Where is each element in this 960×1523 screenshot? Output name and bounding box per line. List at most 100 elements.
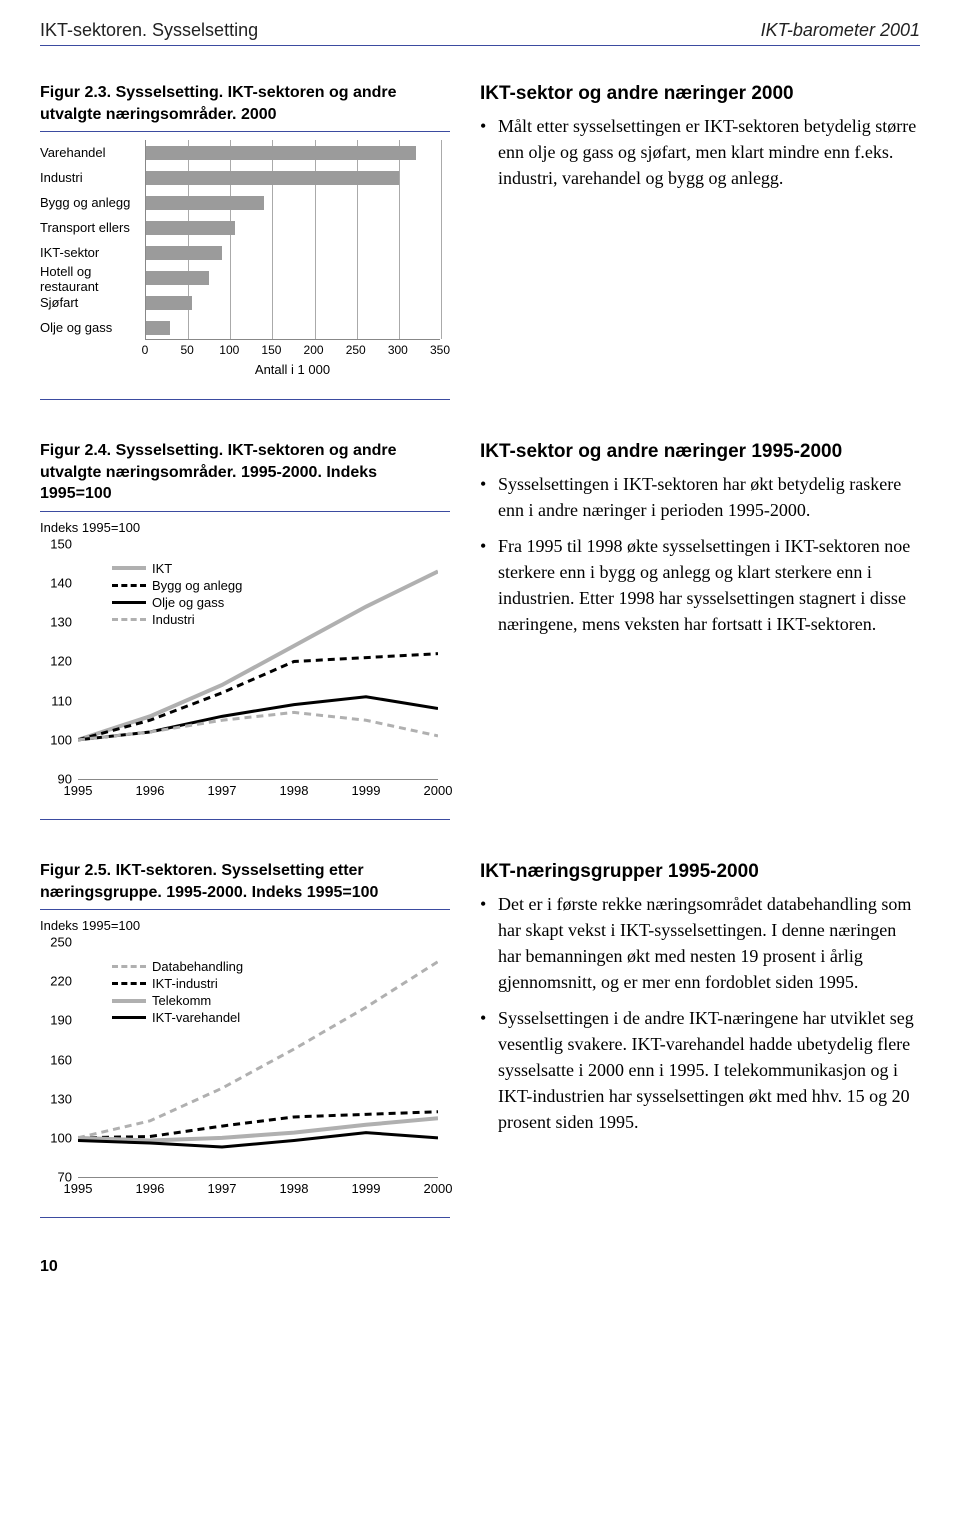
fig23-gridline (399, 140, 400, 339)
fig24-legend-label: Olje og gass (152, 595, 224, 610)
fig25-xtick: 1999 (352, 1181, 381, 1196)
fig24-legend: IKT Bygg og anlegg Olje og gass Industri (112, 560, 242, 628)
fig24-ytick: 100 (40, 732, 72, 747)
fig23-bar (146, 296, 192, 310)
bullet-dot: • (480, 471, 498, 523)
bullet-text: Fra 1995 til 1998 økte sysselsettingen i… (498, 533, 920, 637)
fig24-ytick: 110 (40, 693, 72, 708)
fig23-bar (146, 146, 416, 160)
fig25-legend-item: Databehandling (112, 958, 243, 975)
fig24-legend-item: Olje og gass (112, 594, 242, 611)
fig24-ytick: 120 (40, 654, 72, 669)
bullet-dot: • (480, 891, 498, 995)
fig24-ytick: 140 (40, 576, 72, 591)
fig24-legend-label: IKT (152, 561, 172, 576)
fig23-gridline (441, 140, 442, 339)
bullet-item: •Sysselsettingen i IKT-sektoren har økt … (480, 471, 920, 523)
bullet-text: Målt etter sysselsettingen er IKT-sektor… (498, 113, 920, 191)
fig25-xtick: 1995 (64, 1181, 93, 1196)
fig23-bar (146, 171, 399, 185)
fig25-xtick: 1998 (280, 1181, 309, 1196)
fig25-legend-label: Telekomm (152, 993, 211, 1008)
fig25-xtick: 2000 (424, 1181, 453, 1196)
fig23-xtick: 100 (219, 343, 239, 357)
fig24-xtick: 1998 (280, 783, 309, 798)
text-25: IKT-næringsgrupper 1995-2000 •Det er i f… (480, 860, 920, 1218)
fig23-xtick: 200 (304, 343, 324, 357)
fig23-category-label: Industri (40, 171, 140, 186)
fig24-ytick: 150 (40, 536, 72, 551)
bullet-dot: • (480, 1005, 498, 1135)
bullet-text: Sysselsettingen i IKT-sektoren har økt b… (498, 471, 920, 523)
fig24-ylabel: Indeks 1995=100 (40, 520, 450, 535)
fig23-category-label: IKT-sektor (40, 246, 140, 261)
fig23-category-label: Sjøfart (40, 296, 140, 311)
fig23-bar (146, 221, 235, 235)
fig25-ytick: 190 (40, 1013, 72, 1028)
fig24-legend-item: Industri (112, 611, 242, 628)
fig24-xtick: 2000 (424, 783, 453, 798)
fig23-bar (146, 321, 170, 335)
fig24-legend-swatch (112, 618, 146, 621)
fig23-title: Figur 2.3. Sysselsetting. IKT-sektoren o… (40, 82, 450, 132)
section-23: Figur 2.3. Sysselsetting. IKT-sektoren o… (40, 82, 920, 400)
fig24-title: Figur 2.4. Sysselsetting. IKT-sektoren o… (40, 440, 450, 512)
fig25-xtick: 1996 (136, 1181, 165, 1196)
fig25-legend-label: IKT-industri (152, 976, 218, 991)
bullet-item: •Målt etter sysselsettingen er IKT-sekto… (480, 113, 920, 191)
fig25-legend-label: Databehandling (152, 959, 243, 974)
fig24-legend-label: Industri (152, 612, 195, 627)
fig24-legend-swatch (112, 584, 146, 587)
fig24-ytick: 130 (40, 615, 72, 630)
bullet-dot: • (480, 533, 498, 637)
fig23-bar (146, 271, 209, 285)
fig23-xtick: 150 (261, 343, 281, 357)
header-report-title: IKT-barometer 2001 (761, 20, 920, 41)
text24-bullets: •Sysselsettingen i IKT-sektoren har økt … (480, 471, 920, 638)
bullet-item: •Fra 1995 til 1998 økte sysselsettingen … (480, 533, 920, 637)
fig25-legend-label: IKT-varehandel (152, 1010, 240, 1025)
bullet-text: Det er i første rekke næringsområdet dat… (498, 891, 920, 995)
text24-heading: IKT-sektor og andre næringer 1995-2000 (480, 440, 920, 465)
text25-bullets: •Det er i første rekke næringsområdet da… (480, 891, 920, 1136)
bullet-dot: • (480, 113, 498, 191)
bullet-item: •Det er i første rekke næringsområdet da… (480, 891, 920, 995)
fig24-legend-label: Bygg og anlegg (152, 578, 242, 593)
fig25-legend-item: IKT-varehandel (112, 1009, 243, 1026)
bullet-text: Sysselsettingen i de andre IKT-næringene… (498, 1005, 920, 1135)
fig25-legend: Databehandling IKT-industri Telekomm IKT-va… (112, 958, 243, 1026)
fig25-legend-item: IKT-industri (112, 975, 243, 992)
fig24-legend-swatch (112, 566, 146, 570)
fig23-bar (146, 196, 264, 210)
page-number: 10 (40, 1258, 920, 1276)
fig25-ytick: 100 (40, 1130, 72, 1145)
fig23-chart: Antall i 1 000 050100150200250300350Vare… (40, 140, 450, 400)
text-24: IKT-sektor og andre næringer 1995-2000 •… (480, 440, 920, 820)
text-23: IKT-sektor og andre næringer 2000 •Målt … (480, 82, 920, 400)
fig23-xlabel: Antall i 1 000 (145, 362, 440, 377)
page-header: IKT-sektoren. Sysselsetting IKT-baromete… (40, 20, 920, 46)
fig25-legend-swatch (112, 999, 146, 1003)
fig24-xtick: 1997 (208, 783, 237, 798)
fig25-ytick: 250 (40, 935, 72, 950)
fig23-category-label: Transport ellers (40, 221, 140, 236)
fig25-legend-swatch (112, 965, 146, 968)
fig25-title: Figur 2.5. IKT-sektoren. Sysselsetting e… (40, 860, 450, 910)
fig25-legend-item: Telekomm (112, 992, 243, 1009)
fig24-x-axis (78, 779, 438, 780)
fig24-xtick: 1996 (136, 783, 165, 798)
fig25-chart: Indeks 1995=100 701001301601902202501995… (40, 918, 450, 1218)
fig25-legend-swatch (112, 1016, 146, 1019)
fig23-category-label: Bygg og anlegg (40, 196, 140, 211)
fig25-ytick: 160 (40, 1052, 72, 1067)
fig24-legend-swatch (112, 601, 146, 604)
fig23-plot-area (145, 140, 440, 340)
fig25-legend-swatch (112, 982, 146, 985)
fig24-legend-item: Bygg og anlegg (112, 577, 242, 594)
fig23-category-label: Varehandel (40, 146, 140, 161)
fig25-ytick: 130 (40, 1091, 72, 1106)
section-24: Figur 2.4. Sysselsetting. IKT-sektoren o… (40, 440, 920, 820)
fig24-legend-item: IKT (112, 560, 242, 577)
bullet-item: •Sysselsettingen i de andre IKT-næringen… (480, 1005, 920, 1135)
fig23-category-label: Olje og gass (40, 321, 140, 336)
